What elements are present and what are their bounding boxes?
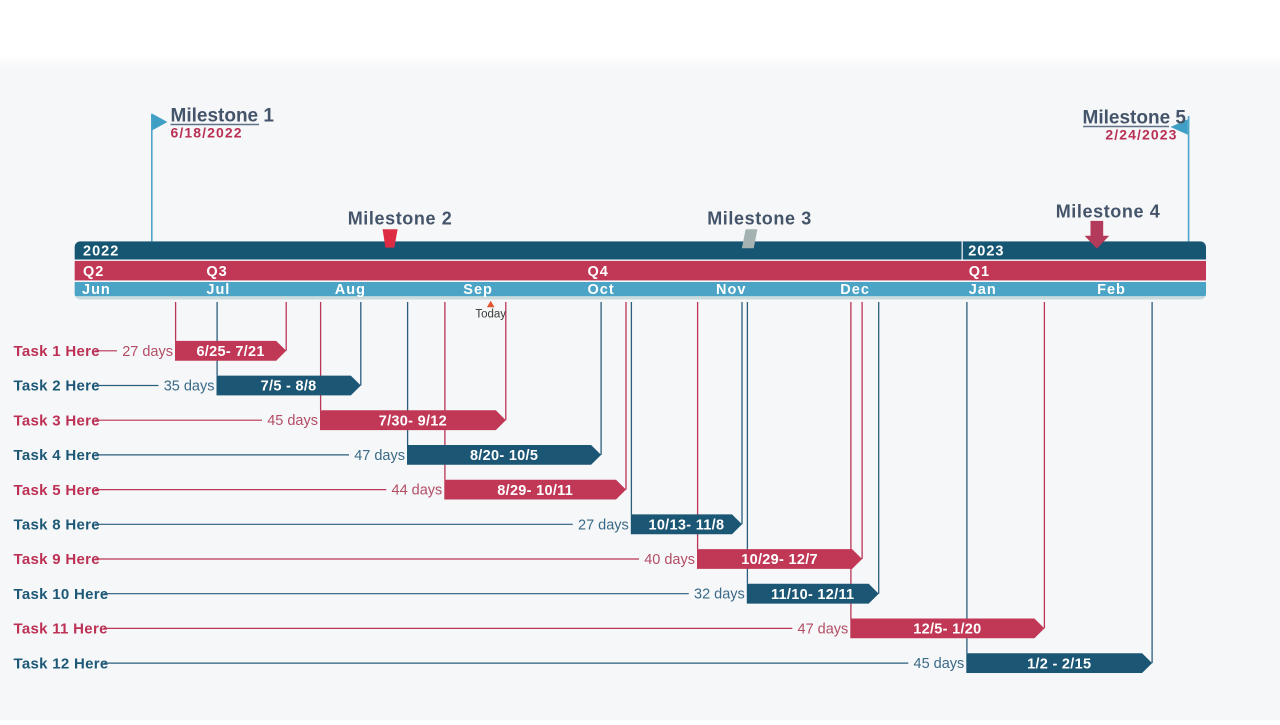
svg-text:27 days: 27 days <box>578 517 629 533</box>
svg-text:35 days: 35 days <box>164 379 215 395</box>
svg-text:Q1: Q1 <box>969 264 990 280</box>
svg-text:Milestone 4: Milestone 4 <box>1056 202 1161 222</box>
svg-text:11/10- 12/11: 11/10- 12/11 <box>771 587 854 603</box>
svg-text:10/29- 12/7: 10/29- 12/7 <box>741 552 818 568</box>
svg-text:Nov: Nov <box>716 282 746 298</box>
svg-text:8/20- 10/5: 8/20- 10/5 <box>470 448 538 464</box>
svg-text:Task 10 Here: Task 10 Here <box>14 586 109 603</box>
svg-text:Task 11 Here: Task 11 Here <box>14 621 108 638</box>
svg-text:Oct: Oct <box>588 282 615 298</box>
svg-text:Task 5 Here: Task 5 Here <box>14 482 100 499</box>
svg-text:44 days: 44 days <box>392 483 443 499</box>
svg-text:Milestone 3: Milestone 3 <box>707 209 812 229</box>
svg-text:Jul: Jul <box>206 282 230 298</box>
svg-text:Milestone 2: Milestone 2 <box>348 209 453 229</box>
svg-text:Sep: Sep <box>463 282 493 298</box>
svg-text:Task 2 Here: Task 2 Here <box>14 378 100 395</box>
svg-text:27 days: 27 days <box>122 344 173 360</box>
svg-text:Task 1 Here: Task 1 Here <box>14 343 100 360</box>
svg-text:Today: Today <box>475 309 506 321</box>
svg-text:8/29- 10/11: 8/29- 10/11 <box>497 483 573 499</box>
svg-text:45 days: 45 days <box>267 413 318 429</box>
svg-text:45 days: 45 days <box>914 656 965 672</box>
svg-text:1/2 - 2/15: 1/2 - 2/15 <box>1027 656 1091 672</box>
svg-text:10/13- 11/8: 10/13- 11/8 <box>648 518 724 534</box>
svg-text:Task 4 Here: Task 4 Here <box>14 447 100 464</box>
svg-text:40 days: 40 days <box>644 552 695 568</box>
svg-text:Task 9 Here: Task 9 Here <box>14 551 100 568</box>
svg-text:6/25- 7/21: 6/25- 7/21 <box>196 344 264 360</box>
svg-text:Q2: Q2 <box>83 264 104 280</box>
svg-text:Task 8 Here: Task 8 Here <box>14 517 100 534</box>
svg-text:Q4: Q4 <box>588 264 609 280</box>
svg-text:32 days: 32 days <box>694 587 745 603</box>
svg-text:47 days: 47 days <box>798 621 849 637</box>
svg-text:Milestone 1: Milestone 1 <box>171 106 275 127</box>
svg-text:2022: 2022 <box>83 244 119 260</box>
svg-text:12/5- 1/20: 12/5- 1/20 <box>913 622 981 638</box>
svg-text:Feb: Feb <box>1097 282 1126 298</box>
svg-text:47 days: 47 days <box>354 448 405 464</box>
svg-text:Task 3 Here: Task 3 Here <box>14 412 100 429</box>
svg-text:Task 12 Here: Task 12 Here <box>14 655 109 672</box>
svg-text:Aug: Aug <box>335 282 366 298</box>
svg-text:6/18/2022: 6/18/2022 <box>171 125 243 141</box>
svg-text:Q3: Q3 <box>206 264 227 280</box>
svg-text:7/30- 9/12: 7/30- 9/12 <box>379 413 447 429</box>
svg-text:2023: 2023 <box>968 244 1004 260</box>
svg-text:7/5 - 8/8: 7/5 - 8/8 <box>261 379 317 395</box>
svg-text:Jan: Jan <box>969 282 997 298</box>
svg-text:Dec: Dec <box>840 282 870 298</box>
svg-text:2/24/2023: 2/24/2023 <box>1105 127 1177 143</box>
svg-text:Milestone 5: Milestone 5 <box>1083 108 1187 129</box>
svg-text:Jun: Jun <box>82 282 111 298</box>
